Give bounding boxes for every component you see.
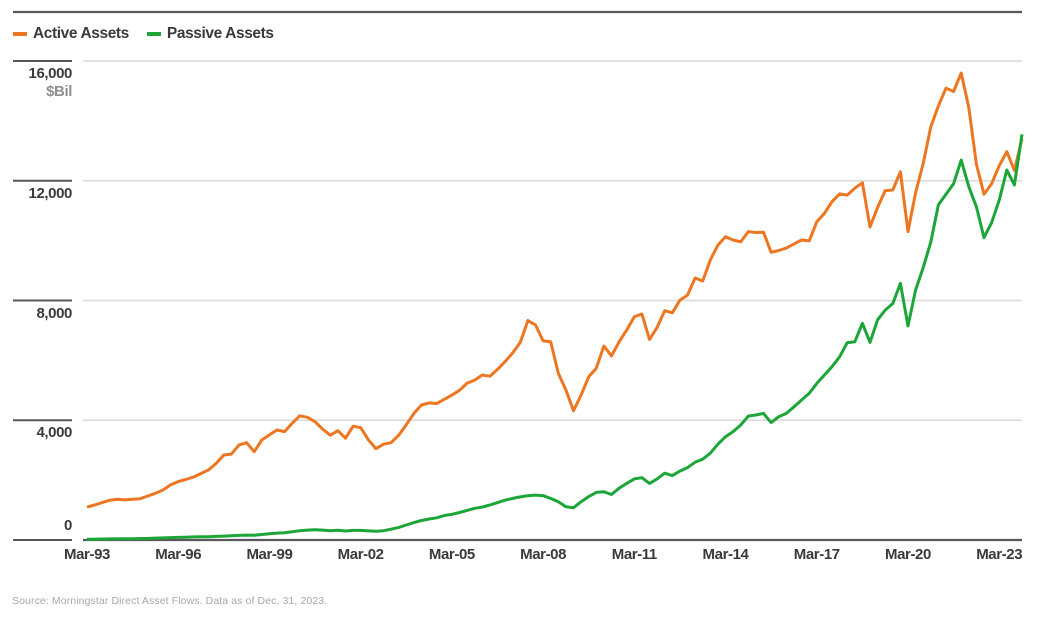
active-series-swatch [13,32,27,36]
x-tick-label: Mar-96 [155,546,202,563]
passive-series-swatch [146,32,161,36]
x-tick-label: Mar-08 [520,546,567,563]
x-tick-label: Mar-14 [702,546,749,563]
x-tick-label: Mar-17 [793,546,840,563]
legend-label-passive-assets: Passive Assets [166,25,274,42]
y-tick-label: 8,000 [36,304,72,322]
y-tick-label: 16,000 [28,65,73,82]
x-tick-label: Mar-02 [337,546,384,563]
legend-item-active-assets: Active Assets [13,25,129,43]
active-assets-line [86,71,1024,509]
y-tick-label: 0 [64,517,72,534]
source-note: Source: Morningstar Direct Asset Flows. … [12,595,328,607]
x-tick-label: Mar-11 [611,546,658,563]
x-tick-label: Mar-20 [884,546,931,563]
passive-assets-line [86,134,1024,541]
x-tick-label: Mar-23 [976,546,1023,563]
x-tick-label: Mar-99 [246,546,293,563]
legend: Active Assets Passive Assets [13,25,274,43]
x-tick-label: Mar-05 [428,546,475,563]
legend-item-passive-assets: Passive Assets [146,25,274,43]
x-tick-label: Mar-93 [64,546,110,563]
y-axis-unit-label: $Bil [46,83,72,100]
legend-label-active-assets: Active Assets [33,25,129,42]
y-tick-label: 12,000 [28,184,73,202]
y-tick-label: 4,000 [36,424,72,442]
